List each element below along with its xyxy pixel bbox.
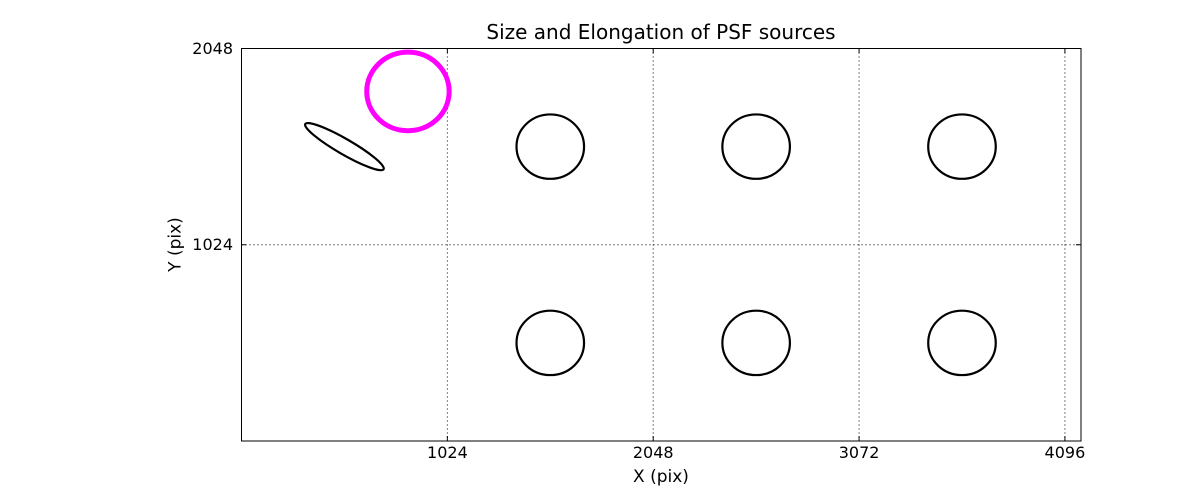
psf-source-highlighted-circle — [364, 49, 452, 134]
chart-title: Size and Elongation of PSF sources — [486, 20, 836, 44]
psf-sources — [303, 49, 997, 377]
psf-source-circle — [927, 309, 997, 377]
tick-marks — [241, 48, 1081, 441]
psf-source-elongated-ellipse — [303, 121, 385, 172]
psf-source-circle — [515, 113, 586, 180]
x-tick-label: 3072 — [838, 443, 880, 462]
x-tick-label: 1024 — [427, 443, 468, 462]
x-axis-label: X (pix) — [633, 467, 689, 487]
y-tick-label: 1024 — [192, 235, 233, 255]
x-tick-label: 4096 — [1044, 443, 1086, 462]
psf-source-circle — [721, 309, 792, 377]
y-tick-label: 2048 — [192, 39, 233, 58]
psf-source-circle — [927, 113, 997, 180]
psf-source-circle — [515, 309, 586, 377]
x-tick-label: 2048 — [632, 443, 674, 462]
psf-source-circle — [721, 113, 792, 180]
grid-lines — [241, 48, 1081, 441]
